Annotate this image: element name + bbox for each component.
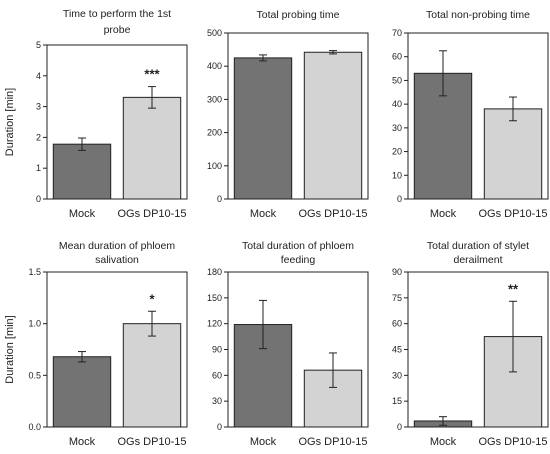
y-tick-label: 1.0: [28, 319, 41, 329]
bar-mock: [233, 57, 293, 200]
y-tick-label: 120: [207, 319, 222, 329]
significance-mark: *: [149, 291, 155, 306]
x-category-label: Mock: [69, 208, 96, 220]
y-tick-label: 200: [207, 128, 222, 138]
plot-frame: [407, 271, 549, 428]
bar-ogs: [303, 51, 363, 200]
y-axis-label: Duration [min]: [4, 88, 16, 156]
x-category-label: OGs DP10-15: [298, 208, 367, 220]
bar-mock: [52, 143, 112, 200]
chart-title-line: Total non-probing time: [426, 9, 530, 21]
y-tick-label: 0: [397, 194, 402, 204]
x-category-label: OGs DP10-15: [117, 436, 186, 448]
y-tick-label: 60: [392, 319, 402, 329]
plot-frame: [46, 44, 188, 200]
y-tick-label: 90: [392, 267, 402, 277]
y-tick-label: 2: [36, 132, 41, 142]
y-tick-label: 180: [207, 267, 222, 277]
y-tick-label: 4: [36, 71, 41, 81]
chart-title-line: feeding: [281, 254, 316, 266]
chart-title-line: Total duration of phloem: [242, 240, 354, 252]
y-tick-label: 0: [397, 422, 402, 432]
y-tick-label: 1.5: [28, 267, 41, 277]
y-tick-label: 90: [212, 345, 222, 355]
y-tick-label: 1: [36, 163, 41, 173]
y-tick-label: 50: [392, 75, 402, 85]
y-tick-label: 10: [392, 170, 402, 180]
y-tick-label: 0: [217, 422, 222, 432]
chart-panel-6: Total duration of stylet derailment 0 15 30 4…: [392, 240, 549, 448]
x-category-label: Mock: [250, 436, 277, 448]
bar-mock: [52, 356, 112, 428]
chart-title-line: Total probing time: [257, 9, 340, 21]
y-tick-label: 150: [207, 293, 222, 303]
y-tick-label: 40: [392, 99, 402, 109]
y-tick-label: 5: [36, 40, 41, 50]
chart-title-line: salivation: [95, 254, 139, 266]
y-tick-label: 45: [392, 345, 402, 355]
chart-title-line: derailment: [453, 254, 502, 266]
x-category-label: OGs DP10-15: [478, 208, 547, 220]
x-category-label: OGs DP10-15: [478, 436, 547, 448]
y-tick-label: 0: [36, 194, 41, 204]
y-tick-label: 400: [207, 61, 222, 71]
plot-frame: [227, 271, 369, 428]
plot-frame: [407, 32, 549, 200]
significance-mark: ***: [144, 67, 160, 82]
chart-title-line: Total duration of stylet: [427, 240, 529, 252]
bar-ogs: [122, 323, 182, 428]
y-tick-label: 60: [212, 370, 222, 380]
y-tick-label: 300: [207, 94, 222, 104]
bar-ogs: [483, 108, 543, 200]
chart-panel-4: Mean duration of phloem salivation 0.0 0.5 1…: [4, 240, 188, 448]
y-tick-label: 15: [392, 396, 402, 406]
y-tick-label: 70: [392, 28, 402, 38]
y-tick-label: 0.0: [28, 422, 41, 432]
chart-panel-2: Total probing time 0 100 200 300 400 500 Mock OG…: [207, 9, 369, 220]
x-category-label: Mock: [430, 208, 457, 220]
x-category-label: Mock: [69, 436, 96, 448]
y-tick-label: 0: [217, 194, 222, 204]
x-category-label: Mock: [250, 208, 277, 220]
x-category-label: OGs DP10-15: [298, 436, 367, 448]
y-tick-label: 30: [392, 370, 402, 380]
plot-frame: [227, 32, 369, 200]
chart-panel-5: Total duration of phloem feeding 0 30 60 90 12…: [207, 240, 369, 448]
y-tick-label: 3: [36, 102, 41, 112]
chart-panel-3: Total non-probing time 0 10 20 30 40 50 60 70 Moc…: [392, 9, 549, 220]
y-tick-label: 30: [212, 396, 222, 406]
y-tick-label: 30: [392, 123, 402, 133]
y-tick-label: 500: [207, 28, 222, 38]
y-tick-label: 60: [392, 52, 402, 62]
chart-title-line: Mean duration of phloem: [59, 240, 175, 252]
x-category-label: OGs DP10-15: [117, 208, 186, 220]
y-tick-label: 75: [392, 293, 402, 303]
chart-title-line: Time to perform the 1st: [63, 8, 171, 20]
y-axis-label: Duration [min]: [4, 315, 16, 383]
significance-mark: **: [508, 281, 519, 296]
y-tick-label: 0.5: [28, 370, 41, 380]
chart-panel-1: Time to perform the 1st probe 0 1 2 3 4 5 Durati…: [4, 8, 188, 220]
x-category-label: Mock: [430, 436, 457, 448]
bar-ogs: [122, 96, 182, 200]
y-tick-label: 20: [392, 147, 402, 157]
chart-title-line: probe: [104, 24, 131, 36]
y-tick-label: 100: [207, 161, 222, 171]
plot-frame: [46, 271, 188, 428]
